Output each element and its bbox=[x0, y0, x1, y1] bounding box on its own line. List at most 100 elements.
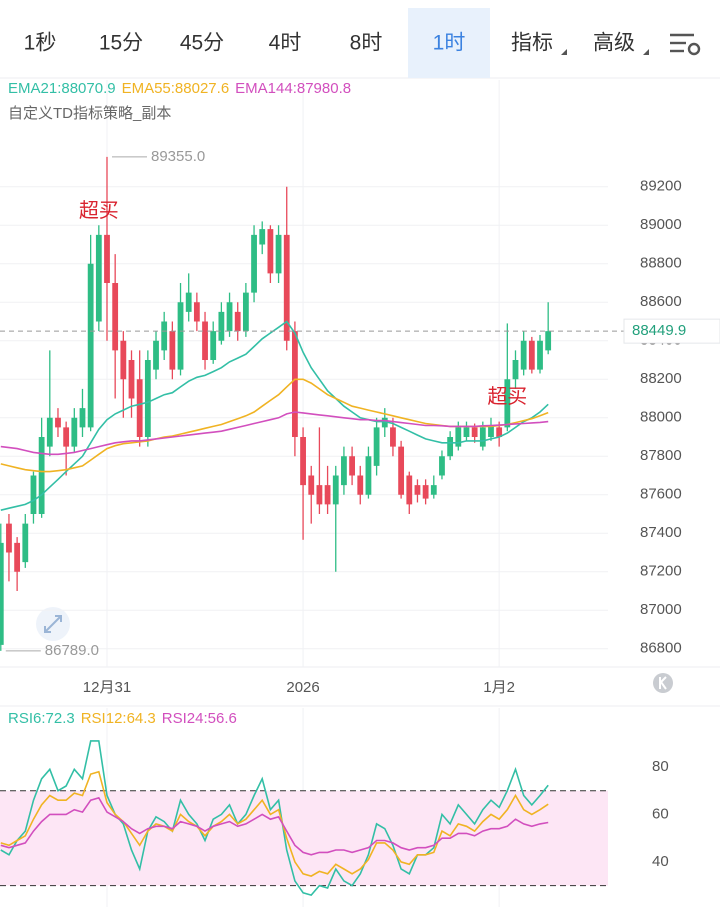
legend-entry: EMA144:87980.8 bbox=[235, 80, 352, 97]
indicator-line bbox=[0, 770, 549, 877]
candle-body bbox=[95, 234, 102, 322]
last-price-label: 88449.9 bbox=[632, 322, 686, 339]
candle-body bbox=[63, 427, 70, 447]
y-tick-label: 60 bbox=[652, 805, 669, 822]
candles bbox=[0, 156, 552, 651]
k-icon[interactable] bbox=[653, 673, 673, 693]
candle-body bbox=[128, 360, 135, 399]
candle-body bbox=[6, 523, 12, 553]
candle-body bbox=[267, 229, 274, 274]
candle-body bbox=[136, 379, 143, 437]
candle-body bbox=[398, 446, 405, 495]
candle-body bbox=[300, 437, 306, 486]
candle-body bbox=[0, 542, 4, 645]
candle-body bbox=[185, 292, 192, 312]
candle-body bbox=[112, 283, 119, 351]
x-tick-label: 2026 bbox=[286, 679, 319, 696]
candle-body bbox=[234, 311, 241, 332]
tab[interactable]: 高级 bbox=[593, 32, 635, 55]
settings-icon[interactable] bbox=[670, 33, 701, 56]
candle-body bbox=[87, 263, 94, 428]
candle-body bbox=[447, 437, 454, 457]
candle-body bbox=[357, 475, 364, 495]
ema-legend: EMA21:88070.9 EMA55:88027.6 EMA144:87980.8 bbox=[8, 80, 357, 97]
candle-body bbox=[381, 417, 388, 428]
indicator-name: 自定义TD指标策略_副本 bbox=[8, 105, 172, 122]
candle-body bbox=[341, 456, 347, 486]
candle-body bbox=[14, 542, 21, 572]
candle-body bbox=[275, 234, 282, 274]
y-tick-label: 80 bbox=[652, 758, 669, 775]
y-tick-label: 86800 bbox=[640, 640, 682, 657]
candle-body bbox=[292, 331, 298, 437]
candle-body bbox=[144, 360, 151, 437]
tab[interactable]: 1时 bbox=[433, 32, 466, 55]
indicator-line bbox=[0, 320, 549, 511]
candle-body bbox=[46, 417, 53, 447]
candle-body bbox=[316, 485, 323, 505]
candle-body bbox=[414, 485, 421, 495]
candle-body bbox=[406, 475, 413, 505]
candle-body bbox=[439, 456, 445, 476]
tab[interactable]: 45分 bbox=[180, 32, 224, 55]
candle-body bbox=[545, 331, 552, 351]
tab[interactable]: 8时 bbox=[350, 32, 383, 55]
candle-body bbox=[479, 427, 486, 447]
candle-body bbox=[71, 417, 78, 447]
indicator-line bbox=[0, 740, 549, 897]
active-tab-bg bbox=[408, 8, 490, 78]
rsi-band bbox=[0, 790, 608, 886]
candle-body bbox=[455, 427, 462, 447]
y-tick-label: 87000 bbox=[640, 601, 682, 618]
lines bbox=[0, 740, 549, 897]
candle-body bbox=[430, 485, 437, 495]
candle-body bbox=[488, 425, 494, 437]
legend-entry: RSI6:72.3 bbox=[8, 710, 75, 727]
tab[interactable]: 15分 bbox=[99, 32, 143, 55]
x-tick-label: 1月2 bbox=[483, 679, 515, 696]
candle-body bbox=[218, 311, 225, 341]
y-tick-label: 87800 bbox=[640, 447, 682, 464]
y-tick-label: 40 bbox=[652, 853, 669, 870]
candle-body bbox=[373, 427, 380, 466]
candle-body bbox=[504, 379, 511, 428]
y-tick-label: 89200 bbox=[640, 178, 682, 195]
extreme-label: 86789.0 bbox=[45, 642, 99, 659]
y-tick-label: 89000 bbox=[640, 216, 682, 233]
y-tick-label: 87200 bbox=[640, 563, 682, 580]
y-tick-label: 88600 bbox=[640, 293, 682, 310]
last-price-box bbox=[623, 318, 720, 344]
dropdown-marks bbox=[561, 49, 649, 55]
tab[interactable]: 4时 bbox=[269, 32, 302, 55]
indicator-line bbox=[0, 796, 549, 856]
rsi-legend: RSI6:72.3 RSI12:64.3 RSI24:56.6 bbox=[8, 710, 243, 727]
tab[interactable]: 1秒 bbox=[24, 32, 57, 55]
candle-body bbox=[496, 427, 503, 437]
candle-body bbox=[177, 302, 184, 370]
candle-body bbox=[38, 437, 45, 514]
legend-entry: EMA55:88027.6 bbox=[121, 80, 230, 97]
candle-body bbox=[55, 417, 61, 428]
candle-body bbox=[512, 360, 519, 380]
toolbar bbox=[0, 0, 720, 78]
candle-body bbox=[251, 234, 257, 293]
y-tick-label: 88000 bbox=[640, 409, 682, 426]
signal-annotation: 超买 bbox=[79, 199, 119, 222]
y-tick-label: 87600 bbox=[640, 486, 682, 503]
grid bbox=[0, 708, 608, 907]
candle-body bbox=[79, 408, 86, 428]
candle-body bbox=[332, 475, 339, 505]
extreme-label: 89355.0 bbox=[151, 148, 205, 165]
candle-body bbox=[520, 340, 527, 370]
y-tick-label: 87400 bbox=[640, 524, 682, 541]
expand-icon[interactable] bbox=[36, 607, 70, 641]
tab[interactable]: 指标 bbox=[511, 32, 553, 55]
candle-body bbox=[463, 427, 470, 437]
candle-body bbox=[161, 321, 168, 351]
candle-body bbox=[193, 302, 200, 322]
candle-body bbox=[242, 292, 249, 332]
legend-entry: RSI12:64.3 bbox=[80, 710, 156, 727]
indicator-line bbox=[0, 411, 549, 456]
candle-body bbox=[104, 234, 110, 283]
